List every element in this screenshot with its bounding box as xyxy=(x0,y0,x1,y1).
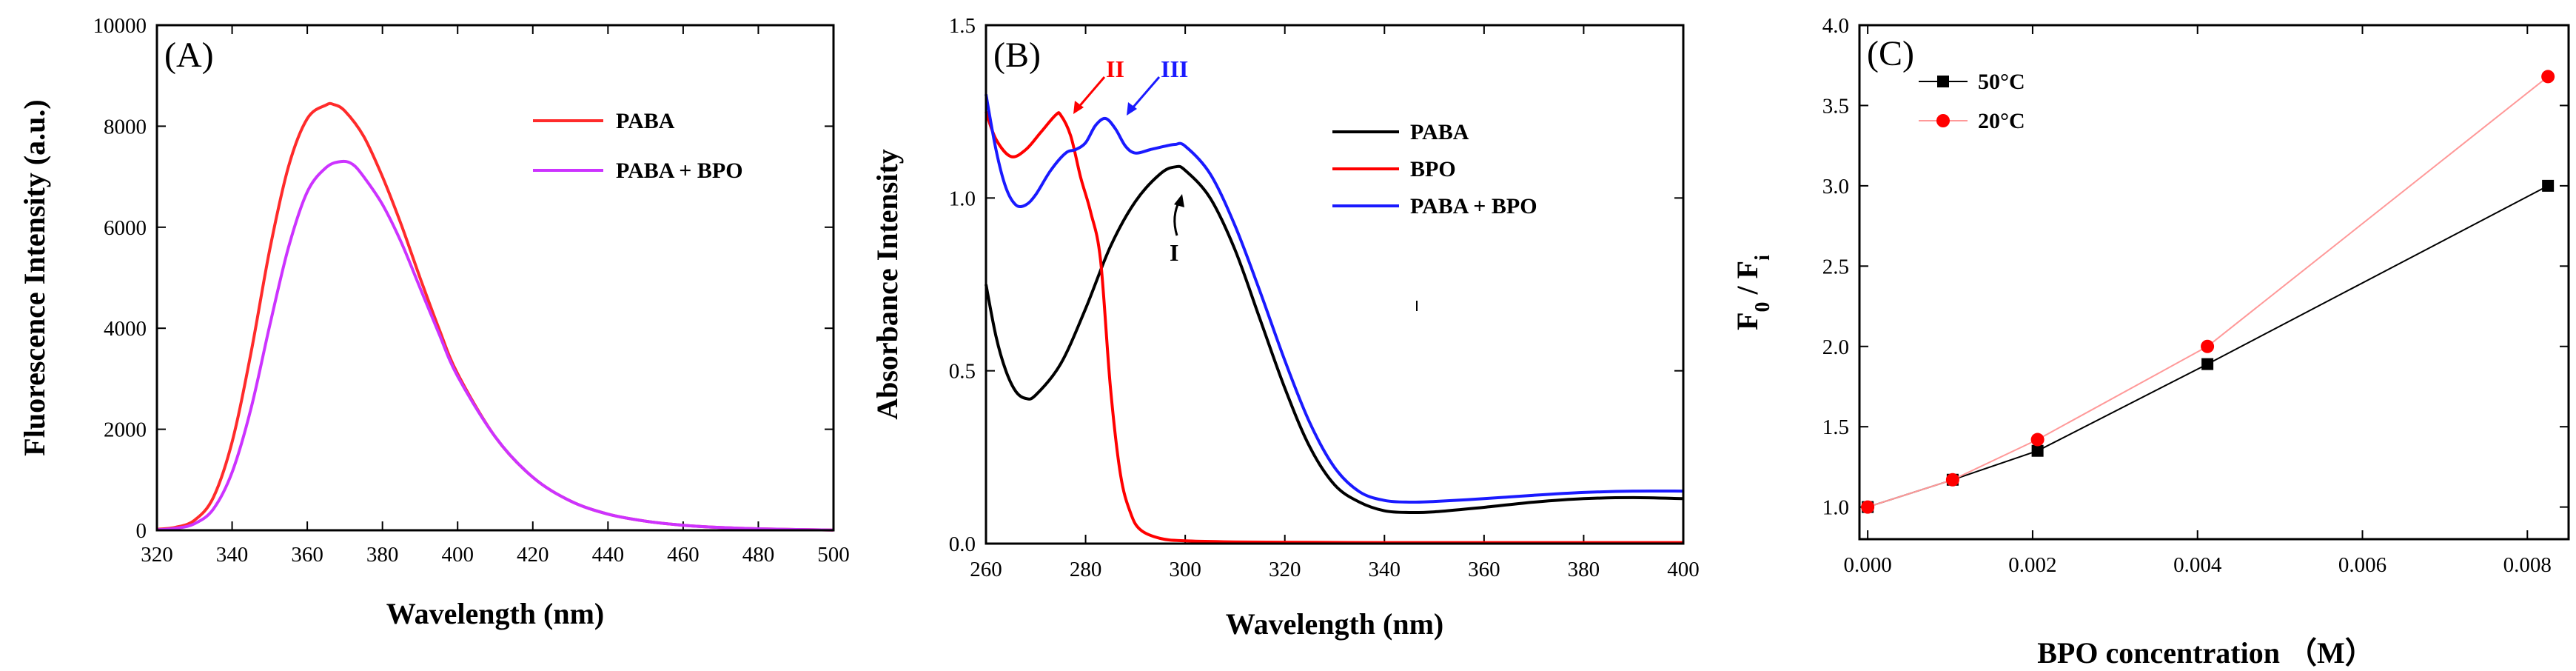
panel-a-xtick-label: 500 xyxy=(817,543,850,567)
panel-a: 320 340 360 380 400 420 440 460 480 500 0 2000 4000 6… xyxy=(18,14,850,630)
panel-b-xtick-label: 320 xyxy=(1269,558,1301,581)
panel-c-xtick-label: 0.004 xyxy=(2173,553,2222,577)
panel-c-xlabel: BPO concentration （M） xyxy=(2037,636,2375,670)
panel-c-ylabel: F0 / Fi xyxy=(1731,255,1774,330)
panel-a-ytick-label: 0 xyxy=(136,519,147,543)
panel-a-xtick-label: 320 xyxy=(141,543,173,567)
panel-c-ytick-label: 3.5 xyxy=(1822,94,1849,118)
panel-c-point-20-c xyxy=(2030,433,2045,447)
panel-c-series-20-c xyxy=(1867,76,2549,508)
panel-a-xtick-label: 340 xyxy=(216,543,249,567)
panel-c-point-20-c xyxy=(2541,70,2555,84)
legend-label-b-paba-bpo: PABA + BPO xyxy=(1410,194,1537,218)
panel-c-xtick-label: 0.002 xyxy=(2008,553,2056,577)
panel-c-frame xyxy=(1858,24,2570,541)
panel-b-annotations: II III I xyxy=(1073,56,1418,311)
panel-c-legend: 50°C 20°C xyxy=(1919,70,2025,133)
legend-label-b-bpo: BPO xyxy=(1410,157,1456,181)
panel-c-point-20-c xyxy=(2201,339,2215,353)
panel-c-xtick-label: 0.000 xyxy=(1844,553,1892,577)
panel-a-xtick-label: 480 xyxy=(742,543,775,567)
panel-a-xtick-label: 380 xyxy=(366,543,399,567)
panel-c-point-20-c xyxy=(1945,473,1959,487)
panel-b-series-layer xyxy=(985,93,1684,544)
panel-b-xtick-label: 280 xyxy=(1070,558,1102,581)
annotation-label-i: I xyxy=(1170,239,1178,266)
panel-a-xtick-label: 460 xyxy=(667,543,700,567)
panel-c-title: (C) xyxy=(1867,34,1914,73)
panel-c-xtick-label: 0.006 xyxy=(2338,553,2387,577)
panel-b-title: (B) xyxy=(993,36,1041,75)
panel-b: 260 280 300 320 340 360 380 400 0.0 0.5 1.0 1.5 (B)… xyxy=(871,14,1700,641)
panel-a-xtick-label: 400 xyxy=(441,543,474,567)
panel-a-title: (A) xyxy=(164,36,214,75)
panel-b-series-paba-bpo xyxy=(985,93,1684,504)
panel-b-ytick-label: 1.5 xyxy=(949,14,976,38)
legend-label-20c: 20°C xyxy=(1978,109,2025,133)
panel-a-ytick-label: 8000 xyxy=(104,115,147,138)
panel-c-point-50-c xyxy=(2542,179,2555,192)
panel-a-xlabel: Wavelength (nm) xyxy=(386,597,604,630)
panel-c-ytick-label: 1.5 xyxy=(1822,415,1849,439)
panel-c-point-50-c xyxy=(2201,358,2214,370)
panel-a-ytick-label: 6000 xyxy=(104,216,147,240)
panel-c-ytick-label: 2.5 xyxy=(1822,255,1849,278)
panel-c: 0.000 0.002 0.004 0.006 0.008 1.0 1.5 2.0 2.5 3.0… xyxy=(1731,14,2570,670)
legend-label-50c: 50°C xyxy=(1978,70,2025,94)
panel-b-ytick-label: 1.0 xyxy=(949,187,976,210)
panel-b-xtick-label: 260 xyxy=(970,558,1002,581)
legend-marker-20c xyxy=(1936,114,1950,127)
annotation-label-iii: III xyxy=(1161,56,1188,82)
panel-a-grid-layer: 320 340 360 380 400 420 440 460 480 500 0 2000 4000 6… xyxy=(93,14,850,567)
legend-label-paba-bpo: PABA + BPO xyxy=(616,158,743,183)
panel-b-xlabel: Wavelength (nm) xyxy=(1226,607,1443,641)
panel-a-xtick-label: 420 xyxy=(517,543,549,567)
legend-label-paba: PABA xyxy=(616,109,675,133)
panel-b-xtick-label: 400 xyxy=(1667,558,1700,581)
panel-b-xtick-label: 340 xyxy=(1369,558,1401,581)
panel-c-ytick-label: 3.0 xyxy=(1822,175,1849,198)
panel-a-xtick-label: 360 xyxy=(291,543,323,567)
panel-c-grid-layer: 0.000 0.002 0.004 0.006 0.008 1.0 1.5 2.0 2.5 3.0… xyxy=(1822,14,2569,577)
panel-b-ylabel: Absorbance Intensity xyxy=(871,149,904,420)
panel-b-legend: PABA BPO PABA + BPO xyxy=(1332,120,1537,218)
annotation-arrowhead-i xyxy=(1174,194,1184,207)
panel-b-ytick-label: 0.0 xyxy=(949,533,976,556)
panel-c-xtick-label: 0.008 xyxy=(2503,553,2552,577)
panel-c-point-50-c xyxy=(2031,444,2044,457)
panel-c-ytick-label: 2.0 xyxy=(1822,336,1849,359)
legend-marker-50c xyxy=(1937,76,1949,87)
panel-b-grid-layer: 260 280 300 320 340 360 380 400 0.0 0.5 1.0 1.5 xyxy=(949,14,1700,581)
panel-a-frame xyxy=(155,24,835,532)
panel-b-series-bpo xyxy=(985,111,1683,544)
panel-c-series-layer xyxy=(1861,70,2555,514)
panel-b-xtick-label: 380 xyxy=(1568,558,1600,581)
panel-a-series-layer xyxy=(156,101,834,532)
panel-a-legend: PABA PABA + BPO xyxy=(533,109,743,183)
annotation-arrowhead-ii xyxy=(1073,101,1084,114)
annotation-arrow-ii xyxy=(1076,76,1106,109)
annotation-arrow-iii xyxy=(1130,76,1161,110)
panel-b-xtick-label: 360 xyxy=(1468,558,1500,581)
panel-a-xtick-label: 440 xyxy=(592,543,625,567)
panel-a-series-paba-bpo xyxy=(156,159,834,532)
panel-b-series-paba xyxy=(985,164,1684,515)
annotation-arrowhead-iii xyxy=(1127,102,1137,116)
panel-a-ytick-label: 2000 xyxy=(104,418,147,442)
panel-c-ytick-label: 1.0 xyxy=(1822,496,1849,520)
panel-a-ytick-label: 10000 xyxy=(93,14,147,38)
panel-c-ytick-label: 4.0 xyxy=(1822,14,1849,38)
panel-b-xtick-label: 300 xyxy=(1169,558,1201,581)
panel-a-ytick-label: 4000 xyxy=(104,317,147,341)
panel-c-point-20-c xyxy=(1861,500,1875,514)
panel-b-frame xyxy=(985,24,1685,545)
panel-a-ylabel: Fluorescence Intensity (a.u.) xyxy=(18,99,51,455)
annotation-label-ii: II xyxy=(1106,56,1124,82)
legend-label-b-paba: PABA xyxy=(1410,120,1469,144)
panel-b-ytick-label: 0.5 xyxy=(949,360,976,384)
